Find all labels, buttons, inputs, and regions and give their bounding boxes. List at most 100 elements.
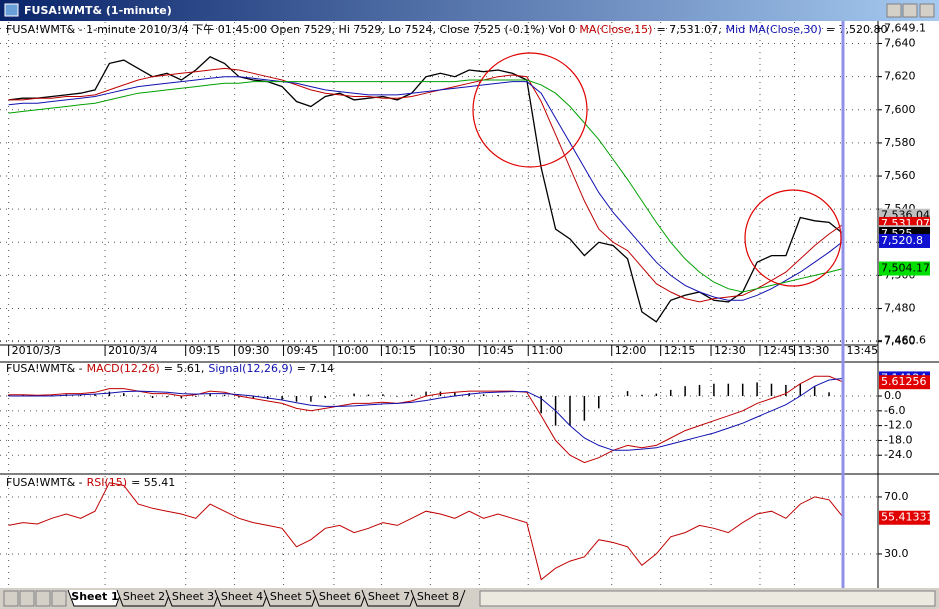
series-line	[8, 79, 844, 293]
minimize-button[interactable]	[886, 3, 902, 18]
histogram-bar	[756, 382, 758, 397]
histogram-bar	[626, 391, 629, 397]
histogram-bar	[252, 396, 255, 399]
x-tick-label: 09:15	[189, 344, 221, 357]
sheet-tab[interactable]	[67, 589, 123, 607]
horizontal-scrollbar[interactable]	[479, 590, 936, 607]
x-tick-label: 09:45	[287, 344, 319, 357]
series-line	[8, 76, 844, 301]
y-tick-label: 7,600	[884, 103, 916, 116]
sheet-tab[interactable]	[116, 589, 172, 607]
histogram-bar	[123, 393, 125, 397]
sheet-tab-label[interactable]: Sheet 3	[172, 590, 214, 603]
sheet-tab[interactable]	[263, 589, 319, 607]
sheet-tab[interactable]	[410, 589, 466, 607]
sheet-tab-label[interactable]: Sheet 8	[417, 590, 459, 603]
histogram-bar	[367, 394, 370, 397]
y-tick-label: -24.0	[884, 448, 912, 461]
legend-entry: RSI(15)	[87, 476, 127, 489]
price-badge	[879, 510, 930, 525]
maximize-button[interactable]	[902, 3, 918, 18]
legend-entry: Signal(12,26,9)	[208, 362, 292, 375]
histogram-bar	[295, 396, 298, 402]
window-icon	[4, 3, 19, 17]
series-line	[8, 375, 844, 464]
histogram-bar	[209, 393, 211, 397]
histogram-bar	[511, 395, 514, 397]
y-tick-label: 7,480	[884, 302, 916, 315]
y-tick-label: 7,649.1	[884, 21, 926, 34]
histogram-bar	[22, 394, 24, 397]
sheet-tab-label[interactable]: Sheet 5	[270, 590, 312, 603]
price-badge	[879, 375, 930, 390]
x-tick-label: 2010/3/4	[108, 344, 157, 357]
x-tick-label: 13:45	[846, 344, 878, 357]
series-line	[8, 377, 844, 451]
y-tick-label: -18.0	[884, 433, 912, 446]
x-tick-label: 12:45	[763, 344, 795, 357]
window-buttons[interactable]	[886, 3, 935, 18]
y-tick-label: 30.0	[884, 547, 909, 560]
annotation-circle	[744, 189, 842, 287]
x-tick-label: 13:30	[798, 344, 830, 357]
histogram-bar	[310, 396, 312, 402]
sheet-tab[interactable]	[361, 589, 417, 607]
y-tick-label: 7,580	[884, 136, 916, 149]
price-badge-label: 7,504.17	[881, 262, 930, 275]
histogram-bar	[166, 396, 168, 398]
sheet-tab-label[interactable]: Sheet 2	[123, 590, 165, 603]
histogram-bar	[338, 395, 341, 397]
x-tick-label: 2010/3/3	[12, 344, 61, 357]
histogram-bar	[180, 396, 183, 399]
legend-value: = 7,520.80	[826, 23, 888, 36]
tab-nav-button[interactable]	[3, 590, 19, 607]
histogram-bar	[137, 396, 139, 397]
y-tick-label: -12.0	[884, 419, 912, 432]
price-badge	[879, 261, 930, 276]
histogram-bar	[324, 396, 327, 399]
histogram-bar	[526, 396, 528, 397]
histogram-bar	[281, 396, 283, 400]
x-tick-label: 10:15	[384, 344, 416, 357]
series-line	[8, 56, 844, 323]
histogram-bar	[425, 391, 427, 397]
histogram-bar	[813, 386, 816, 397]
panel-header: FUSA!WMT& - 1-minute 2010/3/4 下午 01:45:0…	[6, 23, 887, 36]
tab-nav-button[interactable]	[35, 590, 51, 607]
close-button[interactable]	[919, 3, 935, 18]
tab-nav-button[interactable]	[19, 590, 35, 607]
price-badge-label: 55.41331	[881, 511, 934, 524]
sheet-tabs: Sheet 1 Sheet 2 Sheet 3 Sheet 4 Sheet 5 Sheet…	[0, 588, 939, 609]
legend-value: = 5.61,	[164, 362, 205, 375]
sheet-tab-label[interactable]: Sheet 6	[319, 590, 361, 603]
histogram-bar	[684, 386, 686, 397]
tab-nav-button[interactable]	[51, 590, 67, 607]
series-line	[8, 482, 844, 581]
sheet-tab-label[interactable]: Sheet 1	[71, 590, 118, 603]
legend-entry: Mid MA(Close,30)	[726, 23, 822, 36]
sheet-tab[interactable]	[165, 589, 221, 607]
histogram-bar	[785, 384, 787, 397]
y-tick-label: 7,460	[884, 335, 916, 348]
y-tick-label: 0.0	[884, 389, 902, 402]
x-tick-label: 12:00	[615, 344, 647, 357]
histogram-bar	[828, 392, 830, 397]
price-badge	[879, 233, 930, 248]
panels: 2010/3/3 2010/3/4 09:15 09:30 09:45 10:00 10:1…	[0, 21, 939, 588]
x-tick-label: 09:30	[238, 344, 270, 357]
header-title: FUSA!WMT& -	[6, 476, 83, 489]
histogram-bar	[410, 394, 413, 397]
sheet-tab-label[interactable]: Sheet 4	[221, 590, 263, 603]
legend-value: = 7,531.07,	[656, 23, 721, 36]
histogram-bar	[482, 394, 485, 397]
sheet-tab[interactable]	[312, 589, 368, 607]
legend-value: = 55.41	[131, 476, 175, 489]
histogram-bar	[108, 391, 111, 397]
histogram-bar	[669, 389, 672, 397]
x-tick-label: 12:15	[664, 344, 696, 357]
panel-header: FUSA!WMT& - MACD(12,26) = 5.61, Signal(12,2…	[6, 362, 334, 375]
legend-entry: MA(Close,15)	[579, 23, 652, 36]
sheet-tab-label[interactable]: Sheet 7	[368, 590, 410, 603]
sheet-tab[interactable]	[214, 589, 270, 607]
